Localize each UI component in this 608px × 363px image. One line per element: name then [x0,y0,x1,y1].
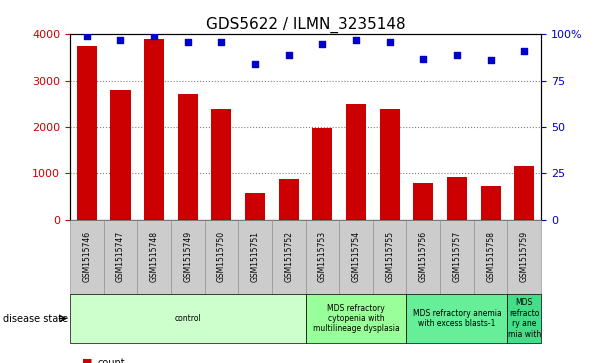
Text: GSM1515759: GSM1515759 [520,231,529,282]
Text: GSM1515751: GSM1515751 [250,231,260,282]
Text: GSM1515746: GSM1515746 [82,231,91,282]
Point [284,52,294,58]
Point [216,39,226,45]
Text: GSM1515752: GSM1515752 [284,231,293,282]
Text: GSM1515757: GSM1515757 [452,231,461,282]
Bar [110,90,131,220]
Point [183,39,193,45]
Point [486,57,496,63]
Bar [278,179,299,220]
Bar [144,39,164,220]
Text: GSM1515754: GSM1515754 [351,231,361,282]
Text: control: control [174,314,201,323]
Text: MDS refractory
cytopenia with
multilineage dysplasia: MDS refractory cytopenia with multilinea… [313,303,399,334]
Bar [77,46,97,220]
Point [317,41,327,46]
Bar [413,183,434,220]
Text: GSM1515747: GSM1515747 [116,231,125,282]
Text: GSM1515758: GSM1515758 [486,231,495,282]
Text: GSM1515749: GSM1515749 [183,231,192,282]
Bar [313,128,333,220]
Text: GSM1515748: GSM1515748 [150,231,159,282]
Bar [379,110,399,220]
Text: MDS refractory anemia
with excess blasts-1: MDS refractory anemia with excess blasts… [413,309,502,328]
Text: GSM1515750: GSM1515750 [217,231,226,282]
Point [418,56,428,61]
Bar [346,104,366,220]
Title: GDS5622 / ILMN_3235148: GDS5622 / ILMN_3235148 [206,17,406,33]
Bar [447,177,467,220]
Bar [245,193,265,220]
Text: GSM1515753: GSM1515753 [318,231,327,282]
Point [385,39,395,45]
Point [82,33,92,39]
Text: MDS
refracto
ry ane
mia with: MDS refracto ry ane mia with [508,298,541,339]
Text: disease state: disease state [3,314,68,323]
Bar [178,94,198,220]
Point [250,61,260,67]
Bar [514,166,534,220]
Text: count: count [97,358,125,363]
Bar [211,110,232,220]
Text: GSM1515755: GSM1515755 [385,231,394,282]
Point [149,33,159,39]
Point [519,48,529,54]
Text: ■: ■ [82,358,92,363]
Point [116,37,125,43]
Bar [480,186,501,220]
Point [351,37,361,43]
Point [452,52,462,58]
Text: GSM1515756: GSM1515756 [419,231,428,282]
